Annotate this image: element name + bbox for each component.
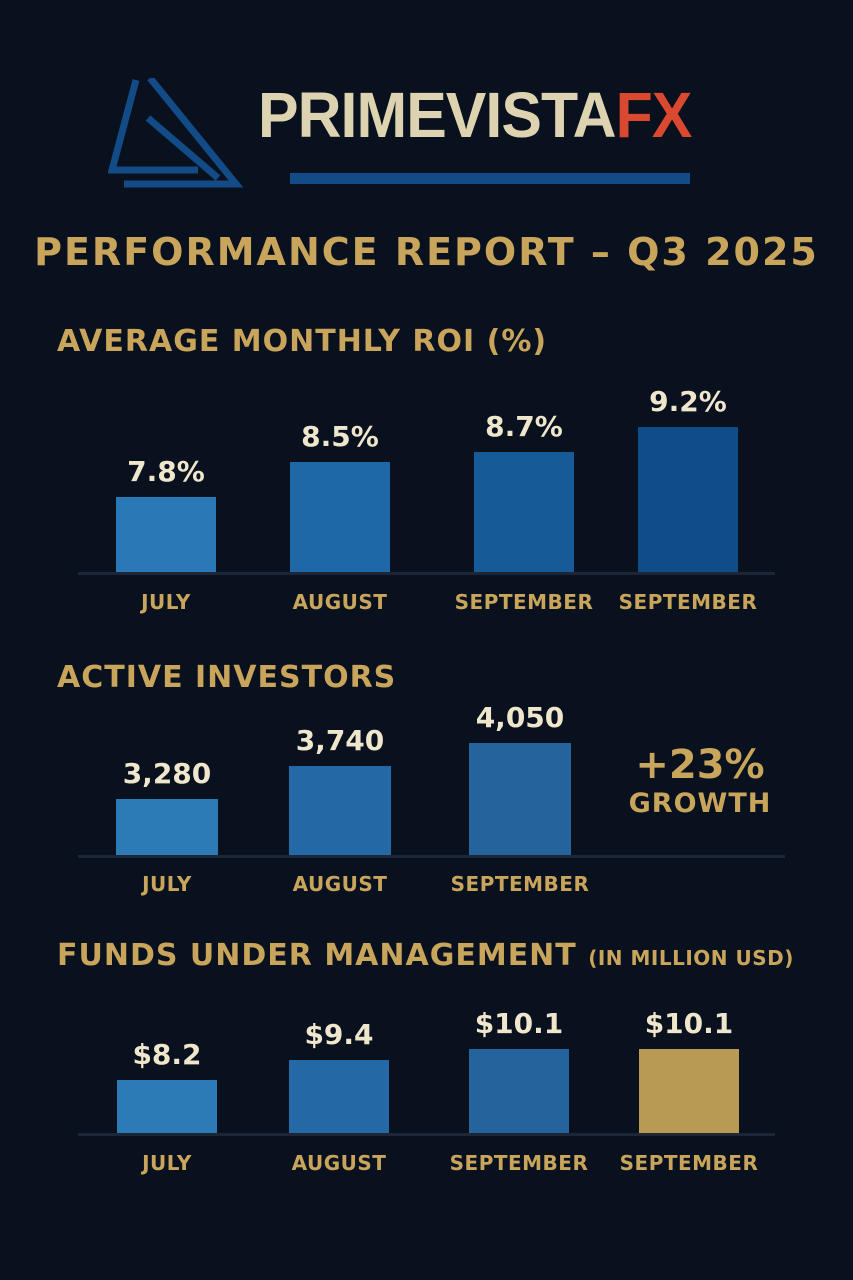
funds-value-label: $10.1 — [644, 1006, 734, 1040]
triangle-logo-icon — [108, 78, 244, 188]
funds-bar — [639, 1048, 739, 1133]
roi-bar — [638, 427, 738, 572]
funds-bar — [289, 1060, 389, 1133]
investors-category-label: SEPTEMBER — [450, 872, 590, 896]
brand-name: PRIMEVISTAFX — [258, 78, 693, 152]
funds-category-label: SEPTEMBER — [619, 1151, 759, 1175]
funds-bar — [117, 1080, 217, 1133]
funds-bar — [469, 1048, 569, 1133]
roi-value-label: 8.7% — [485, 410, 563, 443]
investors-category-label: AUGUST — [292, 872, 388, 896]
brand-name-main: PRIMEVISTA — [258, 79, 617, 151]
funds-title: FUNDS UNDER MANAGEMENT — [57, 938, 577, 973]
brand-name-accent: FX — [615, 79, 693, 151]
investors-baseline — [78, 855, 785, 858]
roi-section-title: AVERAGE MONTHLY ROI (%) — [57, 324, 547, 359]
funds-section-title: FUNDS UNDER MANAGEMENT (IN MILLION USD) — [57, 938, 794, 973]
funds-category-label: JULY — [142, 1151, 192, 1175]
funds-category-label: SEPTEMBER — [449, 1151, 589, 1175]
roi-category-label: AUGUST — [292, 590, 388, 614]
roi-category-label: SEPTEMBER — [454, 590, 594, 614]
investors-value-label: 4,050 — [475, 701, 565, 735]
roi-title: AVERAGE MONTHLY ROI (%) — [57, 324, 548, 359]
roi-bar — [116, 497, 216, 572]
roi-value-label: 8.5% — [301, 420, 379, 453]
investors-section-title: ACTIVE INVESTORS — [57, 660, 396, 695]
roi-bar — [290, 462, 390, 572]
investors-bar — [116, 798, 218, 855]
roi-baseline — [78, 572, 775, 575]
funds-value-label: $9.4 — [304, 1018, 374, 1052]
funds-title-note: (IN MILLION USD) — [588, 946, 794, 970]
funds-category-label: AUGUST — [291, 1151, 387, 1175]
investors-bar — [469, 743, 571, 855]
funds-value-label: $8.2 — [132, 1038, 202, 1072]
investors-value-label: 3,280 — [122, 756, 212, 790]
roi-category-label: SEPTEMBER — [618, 590, 758, 614]
roi-value-label: 7.8% — [127, 455, 205, 488]
roi-category-label: JULY — [141, 590, 191, 614]
funds-baseline — [78, 1133, 775, 1136]
investors-bar — [289, 765, 391, 855]
growth-value: +23% — [635, 742, 765, 788]
growth-label: GROWTH — [628, 788, 772, 819]
report-title: PERFORMANCE REPORT – Q3 2025 — [34, 230, 819, 274]
roi-bar — [474, 452, 574, 572]
roi-value-label: 9.2% — [649, 385, 727, 418]
brand-underline — [290, 173, 690, 184]
investors-title: ACTIVE INVESTORS — [57, 660, 397, 695]
funds-value-label: $10.1 — [474, 1006, 564, 1040]
investors-value-label: 3,740 — [295, 723, 385, 757]
growth-callout: +23% GROWTH — [600, 742, 800, 819]
investors-category-label: JULY — [142, 872, 192, 896]
